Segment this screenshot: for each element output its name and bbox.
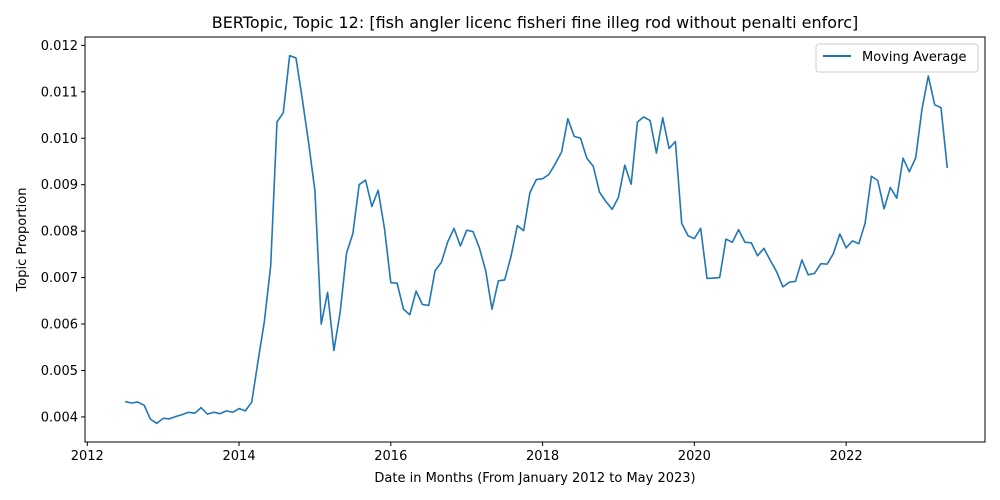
- y-tick-label: 0.011: [41, 85, 78, 100]
- legend-label: Moving Average: [862, 50, 966, 65]
- x-tick-label: 2020: [678, 449, 711, 464]
- y-tick-label: 0.008: [41, 225, 78, 240]
- x-axis-label: Date in Months (From January 2012 to May…: [374, 471, 695, 486]
- series-line-moving-average: [125, 54, 949, 425]
- y-axis: 0.004 0.005 0.006 0.007 0.008 0.009 0.010 0.011…: [41, 39, 85, 425]
- legend: Moving Average: [815, 43, 979, 73]
- axes-frame: [84, 36, 986, 443]
- y-tick-label: 0.009: [41, 178, 78, 193]
- x-tick-label: 2016: [374, 449, 407, 464]
- x-tick-label: 2022: [830, 449, 863, 464]
- y-tick-label: 0.010: [41, 132, 78, 147]
- x-tick-label: 2014: [223, 449, 256, 464]
- y-axis-label: Topic Proportion: [15, 188, 30, 293]
- y-tick-label: 0.006: [41, 318, 78, 333]
- x-tick-label: 2012: [71, 449, 104, 464]
- y-tick-label: 0.007: [41, 271, 78, 286]
- y-tick-label: 0.012: [41, 39, 78, 54]
- legend-box: [815, 43, 979, 73]
- plot-area: [84, 36, 986, 443]
- x-axis: 2012 2014 2016 2018 2020 2022: [71, 442, 863, 464]
- series-layer: [125, 54, 949, 425]
- y-tick-label: 0.005: [41, 364, 78, 379]
- y-tick-label: 0.004: [41, 410, 78, 425]
- x-tick-label: 2018: [526, 449, 559, 464]
- chart-title: BERTopic, Topic 12: [fish angler licenc …: [212, 13, 859, 32]
